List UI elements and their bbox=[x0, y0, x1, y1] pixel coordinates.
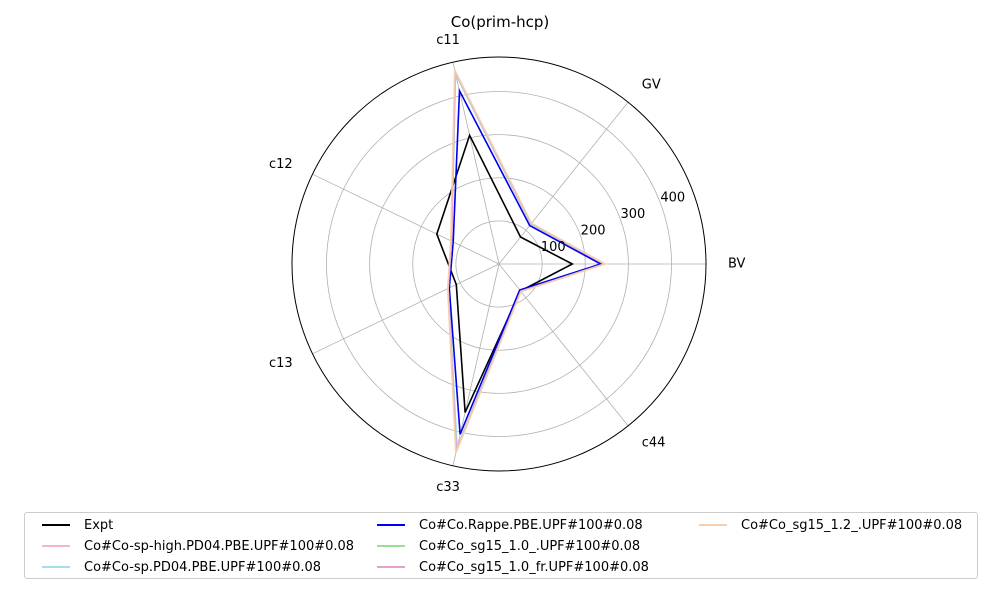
radar-labels: 100 200 300 400 BV GV c11 c12 c13 c33 c44 bbox=[269, 33, 746, 495]
legend-swatch bbox=[377, 566, 405, 568]
series-line bbox=[447, 73, 605, 449]
legend-swatch bbox=[699, 524, 727, 526]
series-line bbox=[447, 71, 607, 452]
legend-label: Expt bbox=[84, 517, 114, 533]
legend-swatch bbox=[377, 524, 405, 526]
radar-chart: Co(prim-hcp) 100 200 300 400 BV GV c11 c12 c13 c3… bbox=[269, 13, 746, 495]
grid-spoke bbox=[498, 263, 629, 427]
grid-spoke bbox=[312, 263, 500, 355]
series-line bbox=[447, 71, 607, 452]
axis-label: c13 bbox=[269, 356, 293, 371]
legend: Expt Co#Co-sp-high.PD04.PBE.UPF#100#0.08 C… bbox=[24, 512, 978, 579]
axis-label: c12 bbox=[269, 157, 293, 172]
series-line bbox=[448, 87, 603, 435]
legend-item: Co#Co_sg15_1.2_.UPF#100#0.08 bbox=[699, 515, 962, 535]
legend-swatch bbox=[42, 545, 70, 547]
legend-label: Co#Co_sg15_1.2_.UPF#100#0.08 bbox=[741, 517, 963, 533]
radar-grid bbox=[312, 62, 706, 466]
legend-item: Co#Co_sg15_1.0_fr.UPF#100#0.08 bbox=[377, 557, 649, 577]
radial-tick-label: 200 bbox=[581, 223, 606, 238]
legend-swatch bbox=[42, 524, 70, 526]
series-line bbox=[447, 72, 605, 450]
legend-label: Co#Co.Rappe.PBE.UPF#100#0.08 bbox=[419, 517, 643, 533]
axis-label: BV bbox=[728, 257, 746, 272]
legend-item: Expt bbox=[42, 515, 113, 535]
legend-label: Co#Co_sg15_1.0_fr.UPF#100#0.08 bbox=[419, 559, 649, 575]
axis-label: c44 bbox=[642, 436, 666, 451]
legend-label: Co#Co-sp.PD04.PBE.UPF#100#0.08 bbox=[84, 559, 322, 575]
axis-label: c11 bbox=[436, 33, 460, 48]
series-line bbox=[446, 69, 608, 454]
axis-label: GV bbox=[642, 77, 661, 92]
legend-swatch bbox=[377, 545, 405, 547]
radial-tick-label: 400 bbox=[660, 190, 685, 205]
legend-swatch bbox=[42, 566, 70, 568]
grid-spoke bbox=[452, 62, 500, 265]
legend-item: Co#Co.Rappe.PBE.UPF#100#0.08 bbox=[377, 515, 643, 535]
legend-label: Co#Co_sg15_1.0_.UPF#100#0.08 bbox=[419, 538, 641, 554]
legend-label: Co#Co-sp-high.PD04.PBE.UPF#100#0.08 bbox=[84, 538, 355, 554]
radial-tick-label: 100 bbox=[541, 240, 566, 255]
legend-item: Co#Co-sp-high.PD04.PBE.UPF#100#0.08 bbox=[42, 536, 354, 556]
legend-item: Co#Co-sp.PD04.PBE.UPF#100#0.08 bbox=[42, 557, 321, 577]
legend-item: Co#Co_sg15_1.0_.UPF#100#0.08 bbox=[377, 536, 640, 556]
grid-spoke bbox=[312, 173, 500, 265]
axis-label: c33 bbox=[436, 480, 460, 495]
radar-series bbox=[291, 56, 707, 472]
outer-frame bbox=[291, 56, 707, 472]
chart-title: Co(prim-hcp) bbox=[451, 13, 550, 31]
radial-tick-label: 300 bbox=[621, 207, 646, 222]
